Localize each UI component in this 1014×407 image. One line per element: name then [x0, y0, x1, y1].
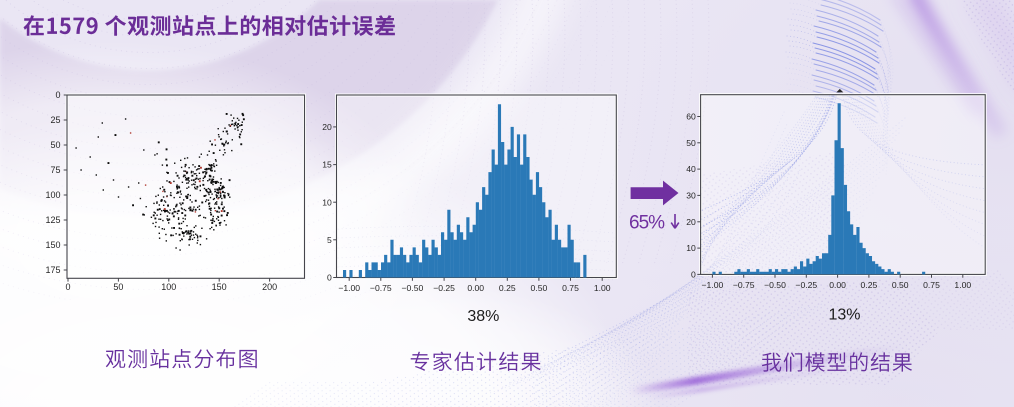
svg-text:175: 175 [45, 265, 60, 275]
svg-text:−0.50: −0.50 [764, 280, 786, 290]
svg-text:125: 125 [45, 215, 60, 225]
svg-text:−0.25: −0.25 [433, 283, 455, 293]
svg-text:60: 60 [686, 112, 696, 122]
svg-text:10: 10 [686, 243, 696, 253]
svg-text:−0.75: −0.75 [733, 280, 755, 290]
svg-text:13%: 13% [828, 307, 860, 324]
svg-text:0.50: 0.50 [892, 280, 909, 290]
svg-text:0.50: 0.50 [531, 283, 548, 293]
svg-text:1.00: 1.00 [594, 283, 611, 293]
svg-text:200: 200 [262, 282, 277, 292]
svg-text:−0.75: −0.75 [370, 283, 392, 293]
svg-text:15: 15 [322, 160, 332, 170]
svg-text:−0.50: −0.50 [402, 283, 424, 293]
svg-text:100: 100 [45, 190, 60, 200]
svg-text:50: 50 [50, 140, 60, 150]
svg-text:0: 0 [55, 90, 60, 100]
svg-text:75: 75 [50, 165, 60, 175]
svg-text:30: 30 [686, 191, 696, 201]
svg-text:0.75: 0.75 [562, 283, 579, 293]
svg-text:20: 20 [686, 217, 696, 227]
svg-text:10: 10 [322, 197, 332, 207]
svg-text:20: 20 [322, 122, 332, 132]
svg-text:−0.25: −0.25 [795, 280, 817, 290]
svg-text:0.00: 0.00 [829, 280, 846, 290]
svg-text:25: 25 [50, 115, 60, 125]
svg-text:0.00: 0.00 [467, 283, 484, 293]
svg-text:−1.00: −1.00 [702, 280, 724, 290]
svg-text:0: 0 [691, 270, 696, 280]
svg-text:65%: 65% [629, 213, 665, 234]
svg-text:0: 0 [65, 282, 70, 292]
svg-text:100: 100 [161, 282, 176, 292]
svg-text:0.75: 0.75 [923, 280, 940, 290]
svg-text:5: 5 [327, 235, 332, 245]
svg-text:0.25: 0.25 [861, 280, 878, 290]
svg-text:−1.00: −1.00 [338, 283, 360, 293]
svg-text:50: 50 [113, 282, 123, 292]
svg-text:1.00: 1.00 [954, 280, 971, 290]
svg-text:150: 150 [45, 240, 60, 250]
svg-text:50: 50 [686, 138, 696, 148]
svg-text:40: 40 [686, 164, 696, 174]
svg-text:0.25: 0.25 [499, 283, 516, 293]
svg-text:150: 150 [212, 282, 227, 292]
svg-text:38%: 38% [467, 308, 499, 325]
svg-text:0: 0 [327, 273, 332, 283]
